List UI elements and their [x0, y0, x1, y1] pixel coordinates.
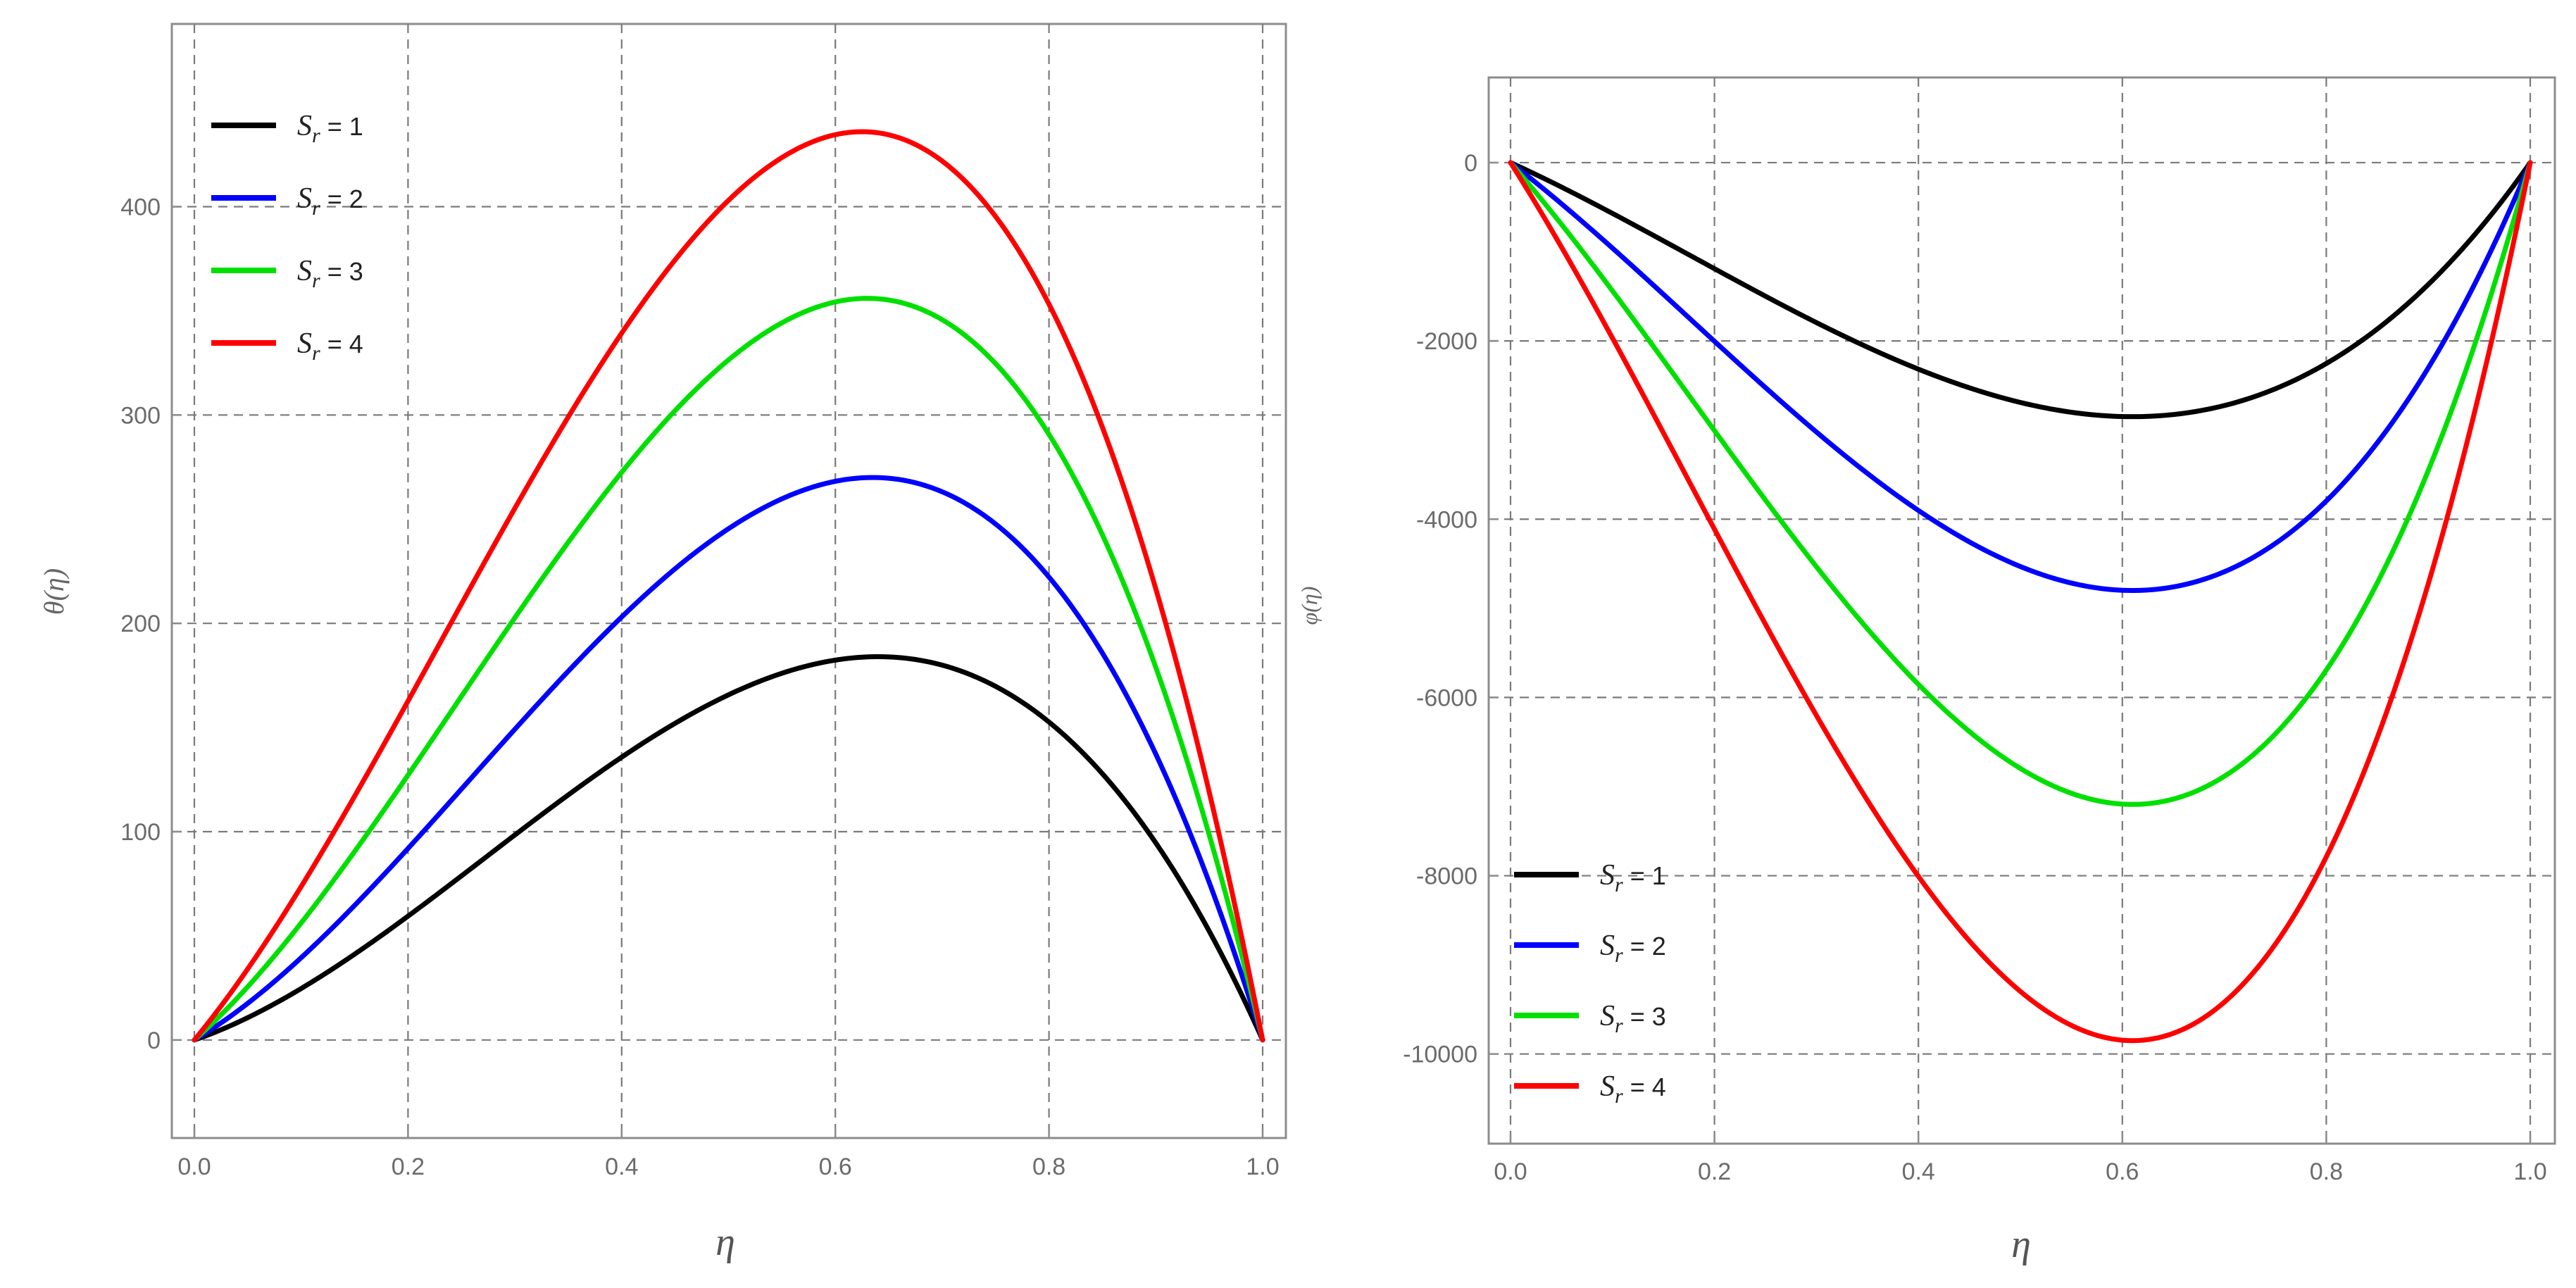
legend-label-1: Sr = 1 [1600, 859, 1666, 896]
x-tick-label: 0.0 [177, 1153, 211, 1180]
x-tick-label: 0.2 [392, 1153, 425, 1180]
series-line-3 [192, 296, 1265, 1043]
legend-label-4: Sr = 4 [1600, 1070, 1666, 1108]
phi-plot-frame [1487, 76, 2556, 1145]
theta-x-axis-label: η [715, 1220, 735, 1264]
x-tick-label: 0.0 [1494, 1158, 1527, 1185]
x-tick-label: 0.6 [2106, 1158, 2139, 1185]
y-tick-label: 100 [120, 819, 161, 846]
y-tick-label: -4000 [1416, 506, 1477, 533]
series-line-4 [1508, 160, 2533, 1044]
x-tick-label: 0.4 [605, 1153, 638, 1180]
series-line-2 [1508, 160, 2533, 593]
phi-series-lines [1508, 160, 2533, 1044]
phi-plot: 0.0 0.2 0.4 0.6 0.8 1.0 0 -2000 -4000 -6000 -8000 -… [1296, 76, 2556, 1266]
phi-x-axis-label: η [2011, 1223, 2031, 1266]
phi-legend: Sr = 1 Sr = 2 Sr = 3 Sr = 4 [1514, 859, 1666, 1108]
series-line-3 [1508, 160, 2533, 807]
y-tick-label: 400 [120, 194, 161, 221]
legend-label-4: Sr = 4 [297, 327, 363, 365]
series-line-4 [192, 129, 1265, 1043]
series-line-1 [1508, 160, 2533, 420]
y-tick-label: -6000 [1416, 684, 1477, 711]
x-tick-label: 1.0 [1246, 1153, 1279, 1180]
x-tick-label: 0.2 [1698, 1158, 1731, 1185]
y-tick-label: -10000 [1403, 1042, 1477, 1068]
phi-axis-ticks: 0.0 0.2 0.4 0.6 0.8 1.0 0 -2000 -4000 -6000 -8000 -… [1403, 150, 2547, 1185]
legend-label-3: Sr = 3 [1600, 1000, 1666, 1037]
x-tick-label: 0.4 [1902, 1158, 1935, 1185]
series-line-1 [192, 654, 1265, 1043]
theta-axis-ticks: 0.0 0.2 0.4 0.6 0.8 1.0 0 100 200 300 400 [120, 194, 1279, 1181]
series-line-2 [192, 475, 1265, 1043]
phi-y-axis-label: φ(η) [1296, 587, 1322, 625]
y-tick-label: -2000 [1416, 328, 1477, 355]
x-tick-label: 0.8 [2310, 1158, 2343, 1185]
y-tick-label: 0 [147, 1027, 161, 1054]
legend-label-2: Sr = 2 [297, 182, 363, 220]
x-tick-label: 0.6 [819, 1153, 852, 1180]
legend-label-1: Sr = 1 [297, 110, 363, 147]
theta-legend: Sr = 1 Sr = 2 Sr = 3 Sr = 4 [211, 110, 363, 365]
legend-label-3: Sr = 3 [297, 255, 363, 292]
y-tick-label: 0 [1464, 150, 1477, 177]
x-tick-label: 1.0 [2513, 1158, 2546, 1185]
x-tick-label: 0.8 [1032, 1153, 1065, 1180]
legend-label-2: Sr = 2 [1600, 930, 1666, 967]
phi-grid [1489, 77, 2555, 1144]
theta-series-lines [192, 129, 1265, 1043]
theta-y-axis-label: θ(η) [38, 568, 70, 615]
y-tick-label: 300 [120, 402, 161, 429]
y-tick-label: 200 [120, 611, 161, 637]
y-tick-label: -8000 [1416, 863, 1477, 890]
